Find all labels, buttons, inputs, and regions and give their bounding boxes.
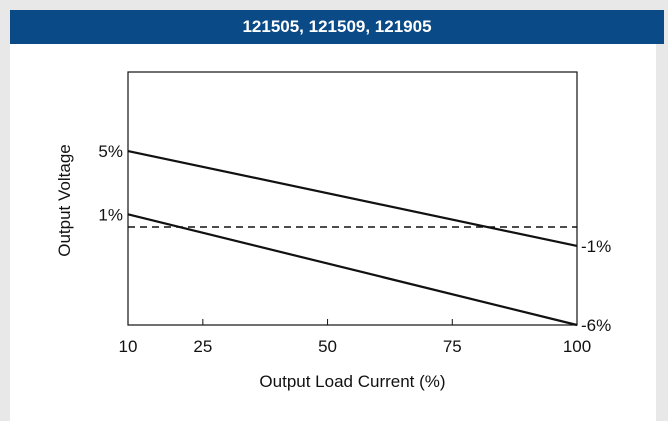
x-tick-label: 50	[318, 337, 337, 356]
plot-frame	[127, 71, 578, 326]
chart-title: 121505, 121509, 121905	[10, 10, 664, 44]
x-tick-label: 75	[443, 337, 462, 356]
x-tick-label: 100	[563, 337, 591, 356]
y-left-tick-label: 1%	[98, 205, 123, 224]
x-tick-label: 10	[119, 337, 138, 356]
x-tick-label: 25	[193, 337, 212, 356]
series-line-1	[127, 149, 578, 248]
y-axis-label: Output Voltage	[55, 144, 74, 256]
y-left-tick-label: 5%	[98, 142, 123, 161]
series-line-2	[127, 213, 578, 327]
x-axis-label: Output Load Current (%)	[259, 372, 445, 391]
plot-area	[10, 44, 656, 421]
y-right-tick-label: -1%	[581, 237, 611, 256]
y-right-tick-label: -6%	[581, 316, 611, 335]
